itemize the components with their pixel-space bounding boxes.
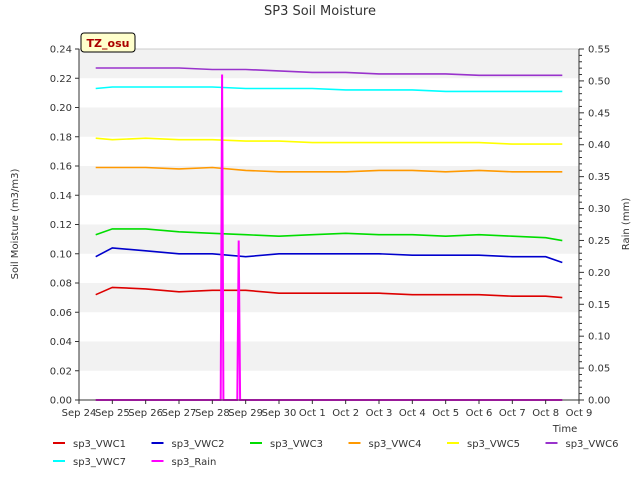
x-tick-label: Sep 30 — [262, 408, 297, 419]
y-tick-label: 0.06 — [50, 308, 72, 319]
x-tick-label: Oct 7 — [499, 408, 526, 419]
x-tick-label: Oct 2 — [332, 408, 359, 419]
grid-band — [79, 312, 579, 342]
grid-band — [79, 166, 579, 196]
y-tick-label: 0.18 — [50, 132, 72, 143]
series-line-sp3_VWC7 — [95, 86, 563, 93]
grid-band — [79, 136, 579, 166]
site-badge: TZ_osu — [80, 32, 136, 53]
legend-label-sp3_VWC1: sp3_VWC1 — [73, 439, 126, 450]
legend-label-sp3_VWC7: sp3_VWC7 — [73, 457, 126, 468]
grid-band — [79, 253, 579, 283]
y2-tick-label: 0.55 — [588, 45, 610, 56]
x-tick-label: Oct 5 — [432, 408, 459, 419]
y-tick-label: 0.12 — [50, 220, 72, 231]
grid-band — [79, 195, 579, 225]
series-layer — [95, 67, 563, 401]
x-tick-label: Sep 28 — [195, 408, 230, 419]
x-tick-label: Oct 8 — [532, 408, 559, 419]
x-tick-label: Oct 1 — [299, 408, 326, 419]
y-tick-label: 0.24 — [50, 45, 72, 56]
y2-axis-label: Rain (mm) — [621, 198, 632, 251]
y-axis: 0.00 0.02 0.04 0.06 0.08 0.10 0.12 0.14 0.16 0.18… — [50, 45, 80, 407]
legend-label-sp3_VWC5: sp3_VWC5 — [467, 439, 520, 450]
x-tick-label: Oct 3 — [366, 408, 393, 419]
grid-bands — [79, 49, 579, 400]
y-tick-label: 0.10 — [50, 249, 72, 260]
y2-tick-label: 0.30 — [588, 204, 610, 215]
site-badge-label: TZ_osu — [87, 37, 130, 50]
y2-tick-label: 0.45 — [588, 108, 610, 119]
y-tick-label: 0.00 — [50, 396, 72, 407]
grid-band — [79, 107, 579, 137]
y-tick-label: 0.02 — [50, 366, 72, 377]
legend-label-sp3_VWC2: sp3_VWC2 — [172, 439, 225, 450]
x-tick-label: Oct 4 — [399, 408, 426, 419]
site-badge-box — [80, 32, 136, 53]
y2-tick-label: 0.00 — [588, 396, 610, 407]
legend-label-sp3_Rain: sp3_Rain — [172, 457, 217, 468]
grid-band — [79, 283, 579, 313]
grid-band — [79, 224, 579, 254]
y-tick-label: 0.16 — [50, 162, 72, 173]
y-axis-label: Soil Moisture (m3/m3) — [10, 169, 21, 280]
y2-tick-label: 0.50 — [588, 76, 610, 87]
x-tick-label: Oct 9 — [566, 408, 593, 419]
series-line-sp3_VWC3 — [95, 228, 563, 242]
y2-tick-label: 0.40 — [588, 140, 610, 151]
series-line-sp3_VWC5 — [95, 137, 563, 145]
y2-axis: 0.00 0.05 0.10 0.15 0.20 0.25 0.30 0.35 0.40 0.45… — [578, 45, 610, 407]
legend-label-sp3_VWC4: sp3_VWC4 — [369, 439, 422, 450]
grid-band — [79, 49, 579, 79]
legend-label-sp3_VWC3: sp3_VWC3 — [270, 439, 323, 450]
x-tick-label: Oct 6 — [466, 408, 493, 419]
x-axis-label: Time — [552, 424, 577, 435]
series-line-sp3_VWC2 — [95, 247, 563, 264]
chart-title: SP3 Soil Moisture — [264, 4, 376, 19]
y2-tick-label: 0.05 — [588, 364, 610, 375]
y2-tick-label: 0.35 — [588, 172, 610, 183]
x-tick-label: Sep 27 — [162, 408, 197, 419]
series-line-sp3_VWC6 — [95, 67, 563, 77]
legend-label-sp3_VWC6: sp3_VWC6 — [566, 439, 619, 450]
grid-band — [79, 370, 579, 400]
grid-band — [79, 341, 579, 371]
y-tick-label: 0.20 — [50, 103, 72, 114]
y2-tick-label: 0.20 — [588, 268, 610, 279]
y-tick-label: 0.22 — [50, 74, 72, 85]
series-line-sp3_VWC1 — [95, 286, 563, 299]
x-tick-label: Sep 25 — [95, 408, 130, 419]
y2-tick-label: 0.10 — [588, 332, 610, 343]
y-tick-label: 0.04 — [50, 337, 72, 348]
legend: sp3_VWC1 sp3_VWC2 sp3_VWC3 sp3_VWC4 sp3_VWC5… — [53, 439, 619, 468]
x-tick-label: Sep 24 — [62, 408, 97, 419]
y2-tick-label: 0.25 — [588, 236, 610, 247]
y2-tick-label: 0.15 — [588, 300, 610, 311]
y-tick-label: 0.08 — [50, 279, 72, 290]
y-tick-label: 0.14 — [50, 191, 72, 202]
series-line-sp3_VWC4 — [95, 166, 563, 173]
x-tick-label: Sep 29 — [228, 408, 263, 419]
x-tick-label: Sep 26 — [128, 408, 163, 419]
grid-band — [79, 78, 579, 108]
